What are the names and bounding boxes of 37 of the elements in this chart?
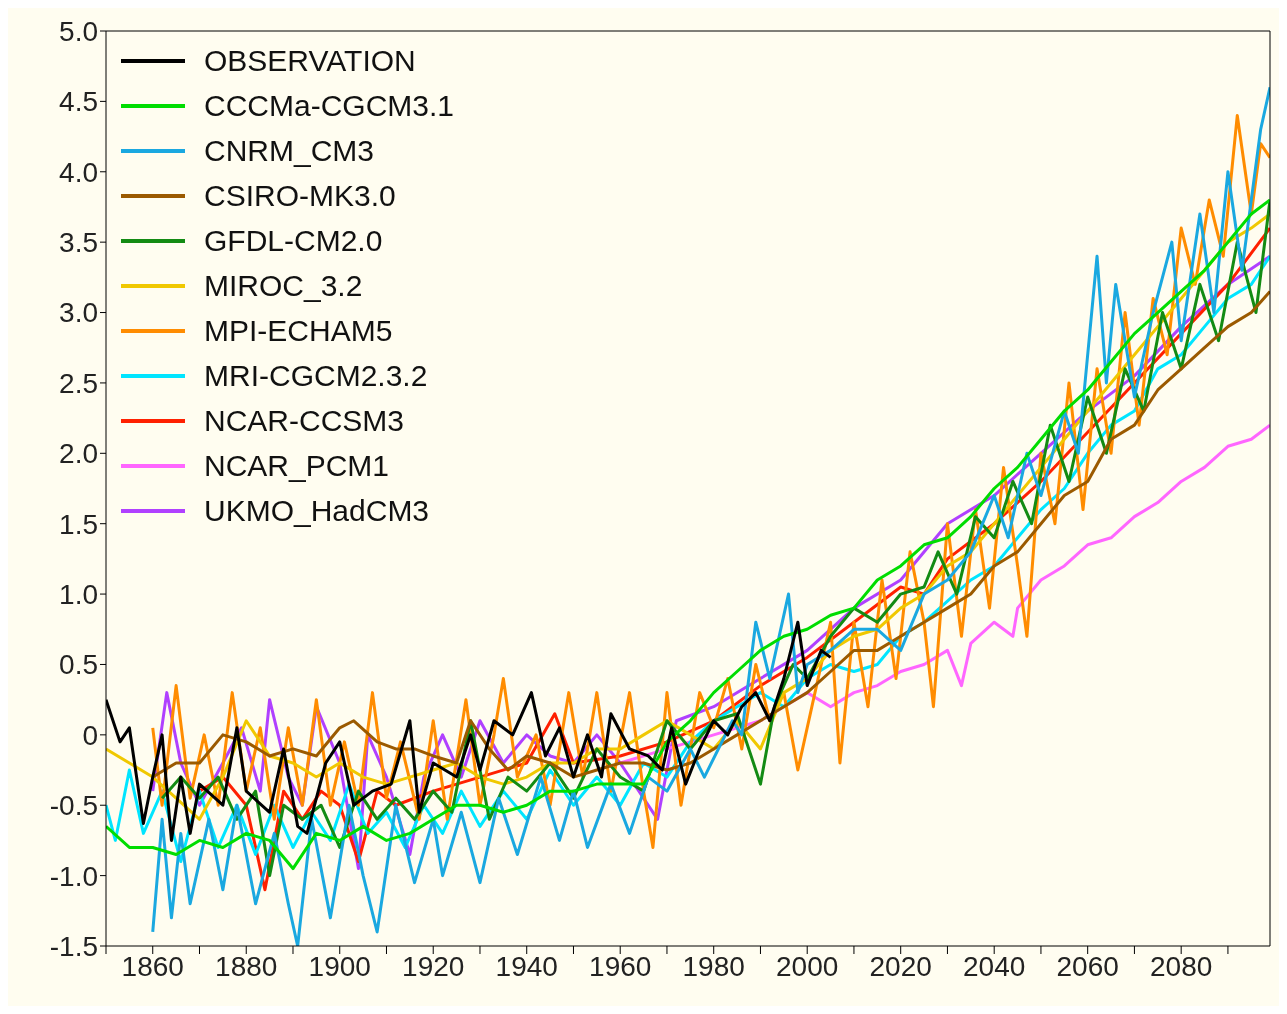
x-tick-label: 1880: [215, 950, 278, 982]
x-tick-label: 2040: [963, 950, 1026, 982]
x-tick-label: 1960: [589, 950, 652, 982]
x-tick-label: 1860: [121, 950, 184, 982]
legend-label: MRI-CGCM2.3.2: [204, 358, 428, 394]
legend-label: CSIRO-MK3.0: [204, 178, 396, 214]
x-tick-label: 2020: [869, 950, 932, 982]
legend-label: NCAR_PCM1: [204, 448, 390, 484]
x-tick-label: 1920: [402, 950, 465, 982]
y-tick-label: 0: [82, 719, 98, 751]
legend-label: MIROC_3.2: [204, 268, 363, 304]
x-tick-label: 2000: [776, 950, 839, 982]
y-tick-label: -0.5: [49, 790, 98, 822]
y-tick-label: -1.0: [49, 860, 98, 892]
x-tick-label: 2060: [1056, 950, 1119, 982]
y-tick-label: 2.5: [59, 367, 98, 399]
y-tick-label: 3.0: [59, 297, 98, 329]
legend-label: GFDL-CM2.0: [204, 223, 383, 259]
y-tick-label: 1.5: [59, 508, 98, 540]
y-tick-label: 5.0: [59, 15, 98, 47]
legend-label: CCCMa-CGCM3.1: [204, 88, 455, 124]
legend-label: CNRM_CM3: [204, 133, 375, 169]
legend-label: MPI-ECHAM5: [204, 313, 393, 349]
y-tick-label: 1.0: [59, 579, 98, 611]
y-tick-label: 3.5: [59, 227, 98, 259]
x-tick-label: 1900: [308, 950, 371, 982]
legend-label: NCAR-CCSM3: [204, 403, 405, 439]
x-tick-label: 1980: [682, 950, 745, 982]
legend-label: OBSERVATION: [204, 43, 416, 79]
y-tick-label: 0.5: [59, 649, 98, 681]
y-tick-label: -1.5: [49, 930, 98, 962]
y-tick-label: 4.5: [59, 86, 98, 118]
y-tick-label: 4.0: [59, 156, 98, 188]
x-tick-label: 1940: [495, 950, 558, 982]
x-tick-label: 2080: [1150, 950, 1213, 982]
legend-label: UKMO_HadCM3: [204, 493, 430, 529]
y-tick-label: 2.0: [59, 438, 98, 470]
